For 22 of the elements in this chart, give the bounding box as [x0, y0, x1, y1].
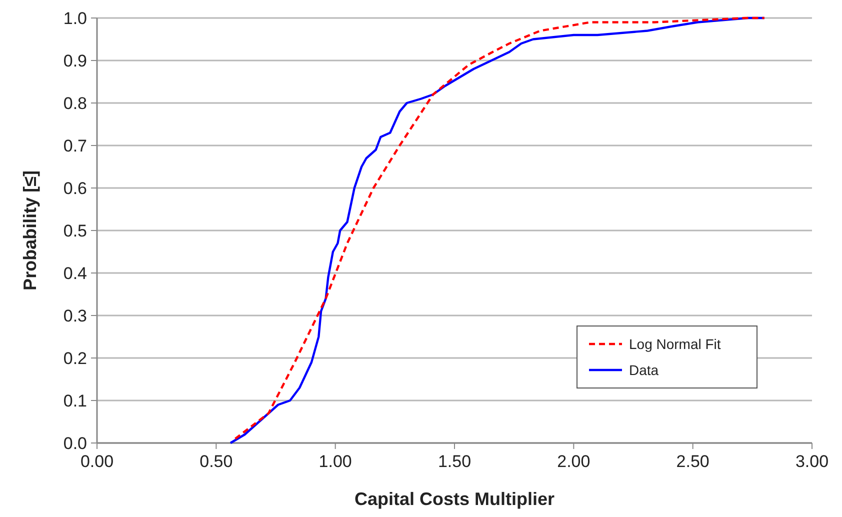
- y-axis-title: Probability [≤]: [20, 170, 40, 290]
- y-tick-label: 0.0: [63, 434, 87, 453]
- y-tick-label: 0.2: [63, 348, 87, 368]
- legend-label: Log Normal Fit: [629, 336, 721, 352]
- y-tick-label: 0.9: [63, 51, 87, 70]
- y-tick-label: 0.3: [63, 306, 87, 326]
- x-tick-label: 1.00: [318, 452, 352, 471]
- x-tick-label: 2.50: [676, 452, 710, 471]
- x-tick-label: 3.00: [795, 452, 829, 471]
- y-tick-label: 0.6: [63, 178, 87, 198]
- y-tick-label: 0.4: [63, 264, 87, 283]
- y-tick-label: 0.5: [63, 221, 87, 240]
- y-tick-label: 0.1: [63, 391, 87, 410]
- x-tick-label: 2.00: [557, 452, 590, 471]
- x-axis-title: Capital Costs Multiplier: [354, 489, 555, 509]
- x-tick-label: 0.50: [200, 452, 233, 471]
- x-tick-label: 0.00: [80, 452, 114, 471]
- y-tick-label: 0.8: [63, 94, 87, 113]
- legend-label: Data: [629, 362, 659, 378]
- y-tick-label: 0.7: [63, 136, 87, 156]
- y-tick-label: 1.0: [63, 8, 87, 28]
- x-tick-label: 1.50: [438, 452, 472, 471]
